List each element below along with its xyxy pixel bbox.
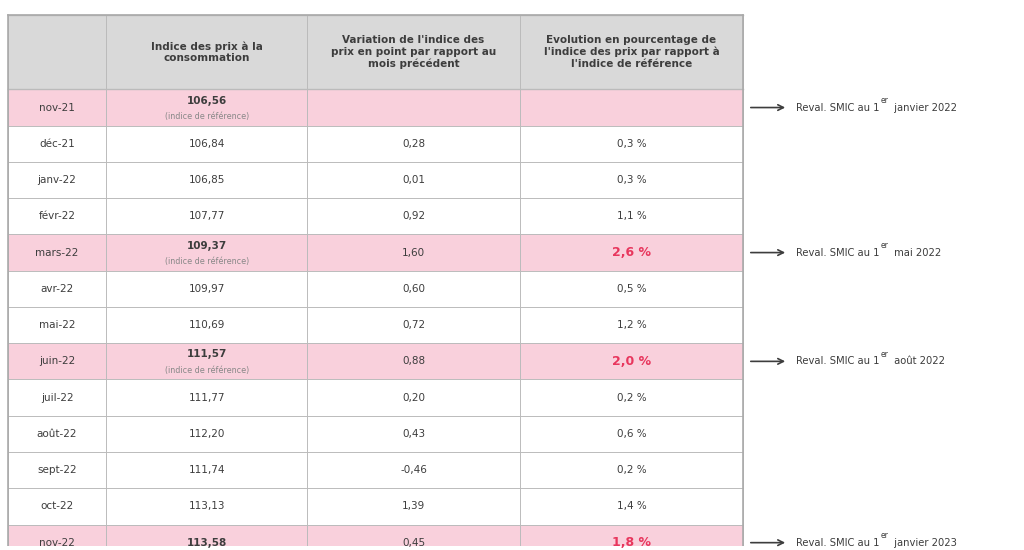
- Text: avr-22: avr-22: [40, 284, 74, 294]
- Text: 113,13: 113,13: [188, 502, 225, 512]
- Text: nov-22: nov-22: [39, 538, 75, 548]
- Bar: [8, 15, 743, 90]
- Text: 111,57: 111,57: [186, 349, 227, 359]
- Text: Variation de l'indice des
prix en point par rapport au
mois précédent: Variation de l'indice des prix en point …: [331, 35, 497, 69]
- Bar: [8, 198, 743, 234]
- Text: Reval. SMIC au 1: Reval. SMIC au 1: [796, 102, 880, 113]
- Text: 0,20: 0,20: [402, 393, 425, 403]
- Text: Indice des prix à la
consommation: Indice des prix à la consommation: [151, 41, 263, 63]
- Text: 0,43: 0,43: [402, 429, 425, 439]
- Text: 106,84: 106,84: [188, 139, 225, 149]
- Text: août-22: août-22: [37, 429, 77, 439]
- Text: 109,97: 109,97: [188, 284, 225, 294]
- Bar: [8, 162, 743, 198]
- Text: 0,3 %: 0,3 %: [616, 139, 646, 149]
- Text: er: er: [881, 241, 889, 250]
- Text: 0,28: 0,28: [402, 139, 425, 149]
- Text: 109,37: 109,37: [186, 241, 227, 251]
- Bar: [8, 90, 743, 125]
- Text: janv-22: janv-22: [38, 175, 77, 185]
- Text: 106,85: 106,85: [188, 175, 225, 185]
- Text: 0,92: 0,92: [402, 211, 425, 221]
- Text: sept-22: sept-22: [37, 465, 77, 475]
- Text: 112,20: 112,20: [188, 429, 225, 439]
- Bar: [8, 488, 743, 525]
- Text: 107,77: 107,77: [188, 211, 225, 221]
- Text: 106,56: 106,56: [186, 96, 227, 106]
- Text: 2,6 %: 2,6 %: [612, 246, 651, 259]
- Text: (indice de référence): (indice de référence): [165, 366, 249, 375]
- Text: mars-22: mars-22: [35, 248, 79, 257]
- Text: 111,77: 111,77: [188, 393, 225, 403]
- Text: 0,72: 0,72: [402, 320, 425, 330]
- Bar: [8, 343, 743, 379]
- Text: (indice de référence): (indice de référence): [165, 112, 249, 121]
- Text: 1,4 %: 1,4 %: [616, 502, 646, 512]
- Text: 1,39: 1,39: [402, 502, 425, 512]
- Text: 0,5 %: 0,5 %: [616, 284, 646, 294]
- Text: 0,2 %: 0,2 %: [616, 393, 646, 403]
- Text: er: er: [881, 96, 889, 105]
- Text: 1,2 %: 1,2 %: [616, 320, 646, 330]
- Text: er: er: [881, 531, 889, 540]
- Text: -0,46: -0,46: [400, 465, 427, 475]
- Bar: [8, 307, 743, 343]
- Text: Evolution en pourcentage de
l'indice des prix par rapport à
l'indice de référenc: Evolution en pourcentage de l'indice des…: [544, 35, 719, 69]
- Text: 0,01: 0,01: [402, 175, 425, 185]
- Text: 0,6 %: 0,6 %: [616, 429, 646, 439]
- Text: 0,60: 0,60: [402, 284, 425, 294]
- Text: er: er: [881, 350, 889, 359]
- Text: mai 2022: mai 2022: [892, 248, 942, 257]
- Text: août 2022: août 2022: [892, 356, 945, 366]
- Text: févr-22: févr-22: [39, 211, 76, 221]
- Text: déc-21: déc-21: [39, 139, 75, 149]
- Text: 1,8 %: 1,8 %: [612, 536, 651, 549]
- Text: 2,0 %: 2,0 %: [611, 355, 651, 368]
- Bar: [8, 271, 743, 307]
- Text: juin-22: juin-22: [39, 356, 75, 366]
- Text: janvier 2022: janvier 2022: [892, 102, 957, 113]
- Text: (indice de référence): (indice de référence): [165, 257, 249, 266]
- Text: 0,88: 0,88: [402, 356, 425, 366]
- Bar: [8, 452, 743, 488]
- Text: 0,45: 0,45: [402, 538, 425, 548]
- Text: oct-22: oct-22: [40, 502, 74, 512]
- Text: Reval. SMIC au 1: Reval. SMIC au 1: [796, 248, 880, 257]
- Text: 1,1 %: 1,1 %: [616, 211, 646, 221]
- Text: juil-22: juil-22: [41, 393, 74, 403]
- Text: Reval. SMIC au 1: Reval. SMIC au 1: [796, 356, 880, 366]
- Text: mai-22: mai-22: [39, 320, 75, 330]
- Text: 113,58: 113,58: [186, 538, 227, 548]
- Bar: [8, 416, 743, 452]
- Bar: [8, 379, 743, 416]
- Text: Reval. SMIC au 1: Reval. SMIC au 1: [796, 538, 880, 548]
- Text: 110,69: 110,69: [188, 320, 225, 330]
- Text: nov-21: nov-21: [39, 102, 75, 113]
- Text: 111,74: 111,74: [188, 465, 225, 475]
- Text: 0,2 %: 0,2 %: [616, 465, 646, 475]
- Text: 0,3 %: 0,3 %: [616, 175, 646, 185]
- Bar: [8, 125, 743, 162]
- Bar: [8, 525, 743, 550]
- Bar: [8, 234, 743, 271]
- Text: 1,60: 1,60: [402, 248, 425, 257]
- Text: janvier 2023: janvier 2023: [892, 538, 957, 548]
